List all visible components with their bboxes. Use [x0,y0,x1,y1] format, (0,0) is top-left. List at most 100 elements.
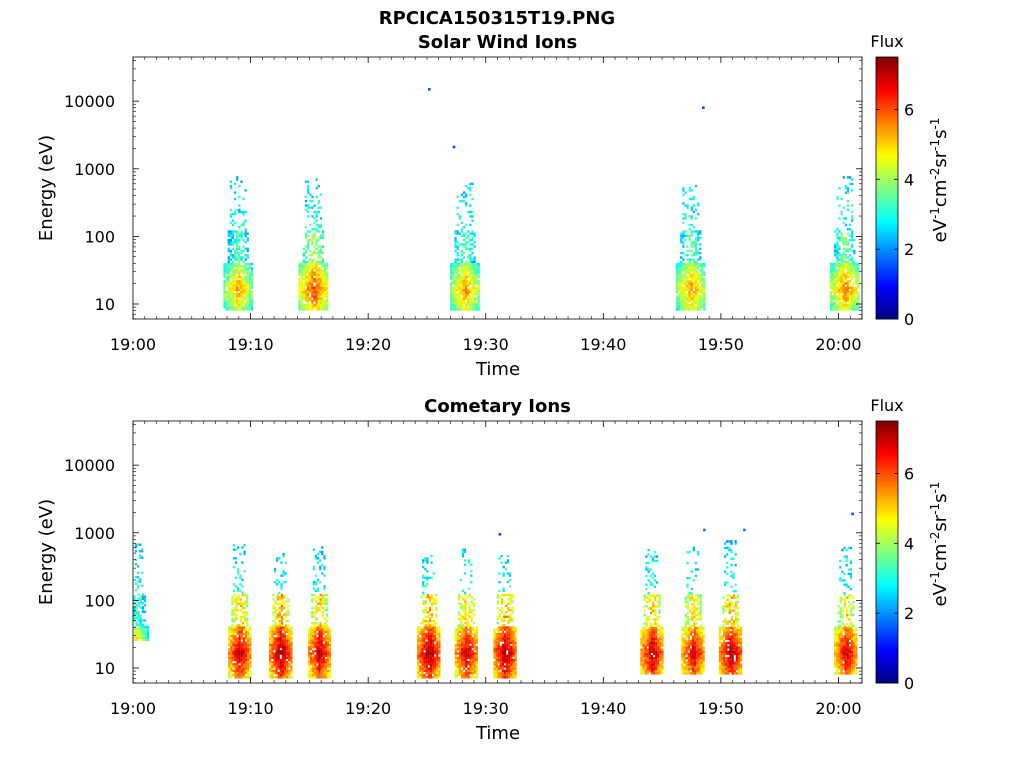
flux-cell [134,589,138,592]
flux-cell [851,232,854,235]
flux-cell [424,567,427,571]
flux-cell [273,652,276,655]
flux-cell [450,299,453,302]
flux-cell [310,673,313,677]
flux-cell [475,676,478,679]
flux-cell [846,299,849,302]
flux-cell [277,641,280,644]
flux-cell [315,271,318,274]
flux-cell [422,561,425,564]
flux-cell [313,293,316,296]
flux-cell [245,650,248,653]
flux-cell [311,277,314,281]
flux-cell [234,645,237,649]
flux-cell [504,650,507,653]
flux-cell [460,288,463,292]
colorbar-segment [876,59,898,62]
flux-cell [689,650,692,653]
flux-cell [460,228,464,231]
flux-cell [504,632,507,636]
flux-cell [429,626,432,629]
flux-cell [680,271,683,274]
flux-cell [688,269,691,272]
flux-cell [419,639,422,642]
flux-cell [319,249,322,253]
flux-cell [429,661,432,664]
flux-cell [846,241,849,244]
flux-cell [426,557,429,560]
flux-cell [507,619,510,623]
flux-cell [458,648,462,651]
flux-cell [249,656,252,659]
flux-cell [640,631,643,634]
flux-cell [470,619,473,623]
flux-cell [454,650,457,653]
flux-cell [244,232,247,235]
flux-cell [234,271,237,274]
flux-cell [504,673,507,677]
flux-cell [286,635,289,638]
flux-cell [433,600,436,603]
flux-cell [317,269,320,272]
flux-cell [236,249,239,253]
flux-cell [236,661,239,664]
flux-cell [227,275,230,279]
flux-cell [846,267,849,270]
flux-cell [653,665,656,669]
flux-cell [422,611,425,614]
flux-cell [426,624,429,627]
flux-cell [300,264,303,268]
flux-cell [838,204,841,207]
flux-cell [236,271,239,274]
flux-cell [429,639,432,642]
flux-cell [477,275,480,279]
flux-cell [695,243,698,246]
flux-cell [497,632,500,636]
flux-cell [501,654,504,657]
flux-cell [307,293,310,296]
flux-cell [456,656,459,659]
flux-cell [321,262,324,266]
flux-cell [274,622,277,625]
flux-cell [498,572,501,575]
flux-cell [697,282,700,285]
flux-cell [471,280,474,283]
flux-cell [438,645,441,649]
flux-cell [310,667,313,670]
flux-cell [661,665,664,669]
flux-cell [694,262,698,266]
flux-cell [431,641,435,644]
flux-cell [504,676,507,679]
flux-cell [838,236,841,240]
colorbar-segment [876,113,898,117]
flux-cell [846,275,849,279]
flux-cell [677,293,681,296]
flux-cell [315,306,318,309]
flux-cell [276,613,279,616]
flux-cell [461,648,464,651]
flux-cell [477,282,480,285]
flux-cell [647,548,650,552]
flux-cell [321,290,324,294]
flux-cell [143,604,147,607]
flux-cell [655,659,658,662]
flux-cell [475,306,478,309]
flux-cell [851,245,854,248]
flux-cell [499,676,502,679]
flux-cell [501,598,504,601]
flux-cell [508,626,511,629]
flux-cell [230,650,233,653]
flux-cell [461,630,464,634]
flux-cell [509,572,512,575]
flux-cell [305,234,308,237]
flux-cell [321,273,324,276]
flux-cell [311,308,314,311]
flux-cell [314,671,317,675]
flux-cell [321,288,324,292]
flux-cell [650,648,653,651]
flux-cell [499,635,502,638]
flux-cell [316,632,319,636]
flux-cell [329,669,332,672]
flux-cell [277,673,280,677]
flux-cell [458,593,461,597]
